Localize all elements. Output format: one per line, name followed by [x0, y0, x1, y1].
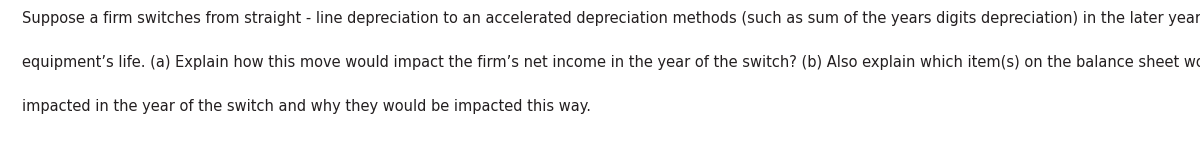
Text: impacted in the year of the switch and why they would be impacted this way.: impacted in the year of the switch and w… [22, 99, 590, 114]
Text: equipment’s life. (a) Explain how this move would impact the firm’s net income i: equipment’s life. (a) Explain how this m… [22, 55, 1200, 70]
Text: Suppose a firm switches from straight - line depreciation to an accelerated depr: Suppose a firm switches from straight - … [22, 11, 1200, 26]
